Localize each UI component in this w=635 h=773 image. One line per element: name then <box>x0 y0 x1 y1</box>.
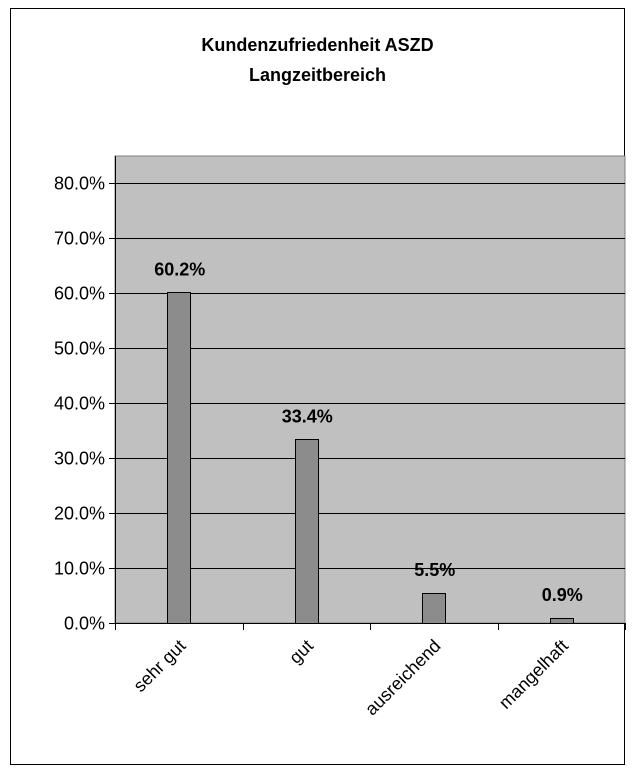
data-label: 33.4% <box>282 406 333 426</box>
chart-title-line-2: Langzeitbereich <box>248 65 387 85</box>
data-label: 0.9% <box>542 585 583 605</box>
chart-title: Kundenzufriedenheit ASZD Langzeitbereich <box>10 30 625 90</box>
y-tick-label: 20.0% <box>54 504 105 524</box>
y-tick-label: 10.0% <box>54 559 105 579</box>
bar-gut <box>295 439 319 624</box>
bar-sehr-gut <box>167 292 191 624</box>
x-tick-label: ausreichend <box>361 636 444 719</box>
data-label: 60.2% <box>154 259 205 279</box>
x-tick-label: gut <box>285 636 317 668</box>
plot-area <box>114 155 626 624</box>
y-tick-label: 30.0% <box>54 449 105 469</box>
bar-ausreichend <box>422 593 446 624</box>
bars <box>167 292 574 624</box>
y-tick-label: 70.0% <box>54 229 105 249</box>
y-tick-label: 50.0% <box>54 339 105 359</box>
y-tick-label: 80.0% <box>54 174 105 194</box>
x-tick-label: sehr gut <box>129 636 189 696</box>
y-tick-label: 60.0% <box>54 284 105 304</box>
y-tick-label: 40.0% <box>54 394 105 414</box>
data-label: 5.5% <box>414 560 455 580</box>
y-tick-label: 0.0% <box>64 614 105 634</box>
chart-title-line-1: Kundenzufriedenheit ASZD <box>201 35 434 55</box>
axes <box>109 156 626 630</box>
x-tick-label: mangelhaft <box>495 636 572 713</box>
bar-mangelhaft <box>550 618 574 624</box>
gridlines <box>115 183 625 569</box>
